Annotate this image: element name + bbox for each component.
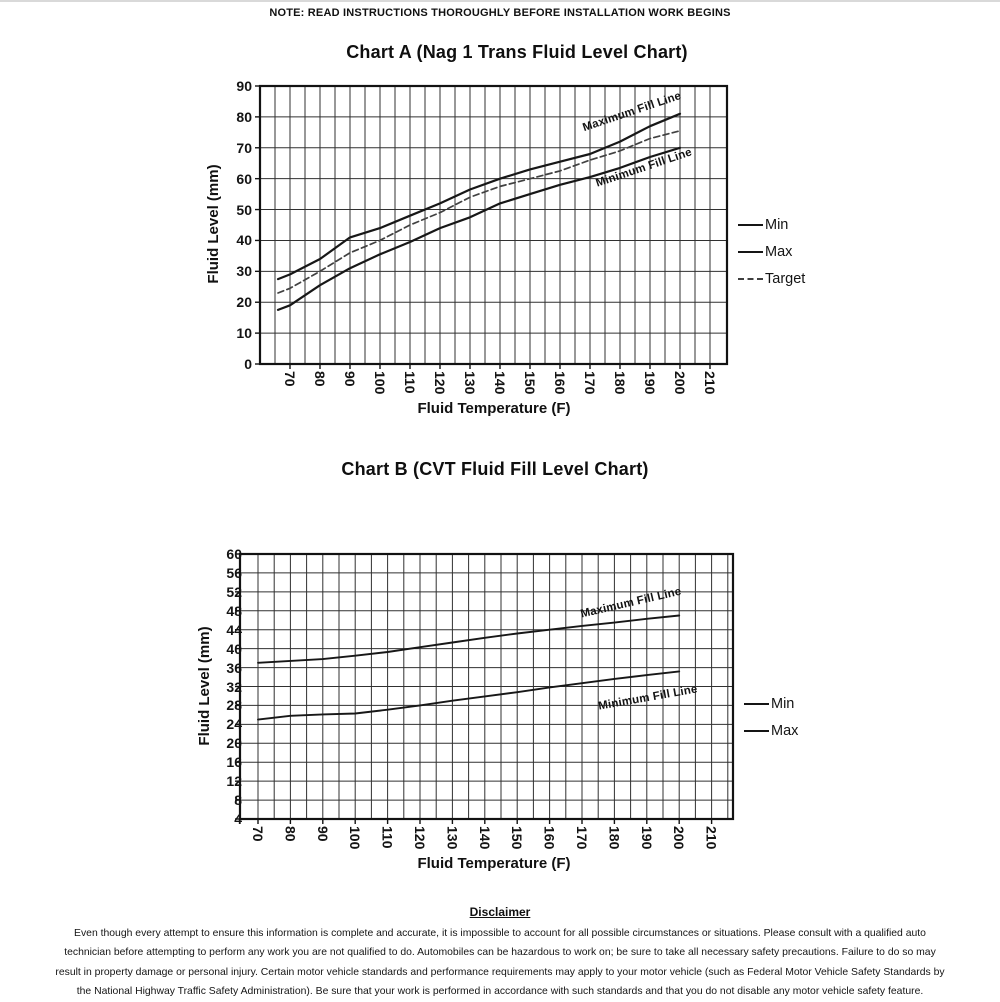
chart-b-y-tick-label: 12 (226, 773, 242, 790)
chart-b-y-tick-label: 60 (226, 546, 242, 562)
chart-a-x-tick-label: 100 (372, 371, 388, 395)
chart-a-legend: Min Max Target (738, 211, 805, 292)
chart-b-x-tick-label: 170 (574, 826, 590, 850)
solid-line-swatch-icon (744, 702, 769, 705)
chart-a-y-tick-label: 50 (236, 201, 252, 218)
chart-b-y-tick-label: 44 (226, 621, 242, 638)
chart-a-y-tick-label: 80 (236, 108, 252, 125)
chart-b-x-tick-label: 110 (379, 826, 396, 849)
legend-label: Min (771, 695, 795, 712)
chart-b-x-tick-label: 190 (638, 826, 655, 850)
legend-item-max: Max (738, 238, 805, 265)
chart-b-y-tick-label: 8 (234, 792, 242, 809)
dashed-line-swatch-icon (738, 277, 763, 280)
chart-b-y-tick-label: 36 (226, 659, 242, 676)
disclaimer-section: Disclaimer Even though every attempt to … (52, 905, 948, 1001)
chart-a-x-tick-label: 80 (312, 371, 328, 387)
chart-b-y-tick-label: 4 (234, 811, 242, 827)
chart-b-x-tick-label: 200 (671, 826, 688, 850)
chart-b-y-tick-label: 32 (226, 678, 242, 695)
installation-note: NOTE: READ INSTRUCTIONS THOROUGHLY BEFOR… (269, 7, 731, 19)
chart-b-x-tick-label: 150 (509, 826, 526, 850)
legend-item-max: Max (744, 717, 798, 744)
chart-a-y-tick-label: 30 (236, 263, 252, 280)
chart-b-x-tick-label: 90 (314, 826, 331, 842)
chart-b-x-tick-label: 100 (347, 826, 364, 850)
chart-b-x-tick-label: 160 (541, 826, 558, 850)
chart-a-x-tick-label: 180 (612, 371, 628, 395)
chart-b-series-max-line (257, 614, 681, 664)
chart-b-x-tick-label: 210 (703, 826, 720, 850)
chart-b-series-min-line (257, 670, 681, 721)
chart-a-x-tick-label: 140 (492, 371, 508, 395)
disclaimer-title: Disclaimer (469, 905, 531, 919)
chart-a-series-target-line (277, 129, 681, 294)
chart-a-series-min-line (276, 146, 682, 311)
chart-b-x-tick-label: 180 (606, 826, 623, 850)
legend-label: Max (765, 243, 793, 260)
chart-a-y-tick-label: 40 (236, 232, 252, 249)
solid-line-swatch-icon (738, 223, 763, 226)
chart-b-y-tick-label: 40 (226, 640, 242, 657)
legend-label: Min (765, 216, 789, 233)
chart-a-frame (258, 84, 729, 366)
chart-a-x-tick-label: 130 (462, 371, 478, 395)
chart-b-x-tick-label: 120 (412, 826, 428, 850)
chart-b-y-tick-label: 56 (226, 564, 242, 581)
chart-a-x-axis-title: Fluid Temperature (F) (417, 400, 571, 417)
chart-a-x-tick-label: 90 (342, 371, 358, 387)
chart-a-y-tick-label: 70 (236, 139, 252, 156)
chart-a-y-tick-label: 60 (236, 170, 252, 187)
chart-b-y-tick-label: 24 (226, 716, 242, 733)
chart-b-y-tick-label: 16 (226, 754, 242, 771)
chart-a-x-tick-label: 150 (522, 371, 538, 395)
chart-a-y-tick-label: 20 (236, 294, 252, 311)
chart-a-x-tick-label: 210 (702, 371, 718, 395)
chart-a-title: Chart A (Nag 1 Trans Fluid Level Chart) (346, 42, 688, 62)
chart-a-y-tick-label: 10 (236, 325, 252, 342)
chart-b-y-tick-label: 52 (226, 583, 242, 600)
chart-b-title: Chart B (CVT Fluid Fill Level Chart) (341, 459, 649, 479)
chart-b-y-tick-label: 28 (226, 697, 242, 714)
chart-b-x-tick-label: 70 (250, 826, 266, 842)
chart-a-x-tick-label: 110 (402, 371, 418, 394)
chart-a-x-tick-label: 70 (282, 371, 298, 387)
chart-a-x-tick-label: 170 (582, 371, 598, 395)
legend-item-min: Min (738, 211, 805, 238)
chart-b-x-tick-label: 130 (444, 826, 461, 850)
disclaimer-body: Even though every attempt to ensure this… (55, 928, 945, 997)
chart-a-series-max-line (276, 112, 682, 281)
chart-b-plot-area (235, 552, 735, 824)
legend-item-target: Target (738, 265, 805, 292)
chart-a-plot-area (255, 84, 729, 369)
chart-b-x-tick-label: 80 (282, 826, 299, 842)
chart-b-y-tick-label: 20 (226, 735, 242, 752)
chart-b-x-axis-title: Fluid Temperature (F) (417, 855, 571, 872)
solid-line-swatch-icon (738, 250, 763, 253)
chart-b-legend: Min Max (744, 690, 798, 744)
chart-a-x-tick-label: 120 (432, 371, 448, 395)
legend-item-min: Min (744, 690, 798, 717)
legend-label: Max (771, 722, 799, 739)
solid-line-swatch-icon (744, 729, 769, 732)
chart-b-x-tick-label: 140 (476, 826, 493, 850)
chart-a-y-tick-label: 90 (236, 77, 252, 94)
chart-b-y-tick-label: 48 (226, 602, 242, 619)
chart-a-x-tick-label: 190 (642, 371, 658, 395)
chart-a-y-tick-label: 0 (244, 356, 252, 372)
chart-a-x-tick-label: 160 (552, 371, 568, 395)
legend-label: Target (765, 270, 806, 287)
chart-a-x-tick-label: 200 (672, 371, 688, 395)
